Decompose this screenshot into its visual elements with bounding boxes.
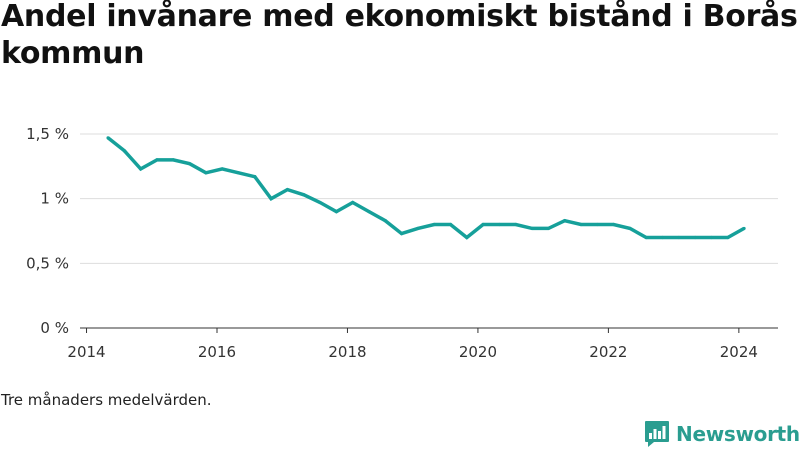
data-point (416, 226, 420, 231)
data-point (497, 222, 502, 227)
x-tick-label: 2022 (589, 343, 627, 361)
data-point (465, 235, 469, 240)
x-tick-label: 2024 (720, 343, 758, 361)
data-point (318, 200, 322, 205)
x-tick-label: 2020 (459, 343, 497, 361)
y-tick-label: 1 % (40, 190, 69, 208)
series-layer (106, 136, 746, 240)
data-point (693, 235, 697, 240)
y-tick-label: 0 % (40, 319, 69, 337)
x-tick-label: 2018 (328, 343, 366, 361)
series-line (107, 136, 745, 240)
data-point (530, 226, 534, 231)
data-point (351, 200, 355, 205)
data-point (187, 162, 192, 166)
data-point (742, 226, 746, 231)
data-point (122, 149, 126, 153)
footnote: Tre månaders medelvärden. (1, 391, 212, 409)
data-point (628, 226, 632, 231)
data-point (302, 193, 306, 197)
y-axis-labels: 0 % 0,5 % 1 % 1,5 % (26, 125, 69, 337)
x-axis-labels: 2014 2016 2018 2020 2022 2024 (67, 343, 758, 361)
chart-title: Andel invånare med ekonomiskt bistånd i … (1, 0, 798, 71)
data-point (709, 235, 714, 240)
y-tick-label: 0,5 % (26, 254, 69, 272)
brand-logo[interactable]: Newsworthy (644, 420, 800, 448)
y-tick-label: 1,5 % (26, 125, 69, 143)
data-point (106, 136, 110, 140)
data-point (660, 235, 665, 240)
data-point (563, 219, 567, 223)
data-point (171, 158, 175, 162)
newsworthy-logo-icon (645, 421, 669, 447)
x-tick-label: 2014 (67, 343, 105, 361)
data-point (220, 167, 224, 171)
x-axis (80, 327, 778, 333)
data-point (367, 210, 371, 214)
brand-name: Newsworthy (676, 422, 800, 446)
data-point (204, 171, 208, 175)
data-point (236, 171, 241, 175)
data-point (155, 158, 159, 162)
data-point (448, 222, 453, 227)
data-point (677, 235, 681, 240)
data-point (253, 175, 257, 179)
data-point (644, 235, 648, 240)
data-point (269, 197, 273, 201)
x-tick-label: 2016 (198, 343, 236, 361)
data-point (612, 222, 616, 227)
data-point (481, 222, 485, 227)
data-point (383, 219, 387, 223)
data-point (400, 231, 404, 236)
data-point (579, 222, 583, 227)
data-point (432, 222, 436, 227)
data-point (285, 188, 290, 192)
grid-lines (80, 133, 778, 264)
data-point (139, 167, 143, 171)
data-point (514, 222, 518, 227)
data-point (334, 210, 338, 214)
data-point (726, 235, 730, 240)
data-point (546, 226, 550, 231)
data-point (595, 222, 599, 227)
